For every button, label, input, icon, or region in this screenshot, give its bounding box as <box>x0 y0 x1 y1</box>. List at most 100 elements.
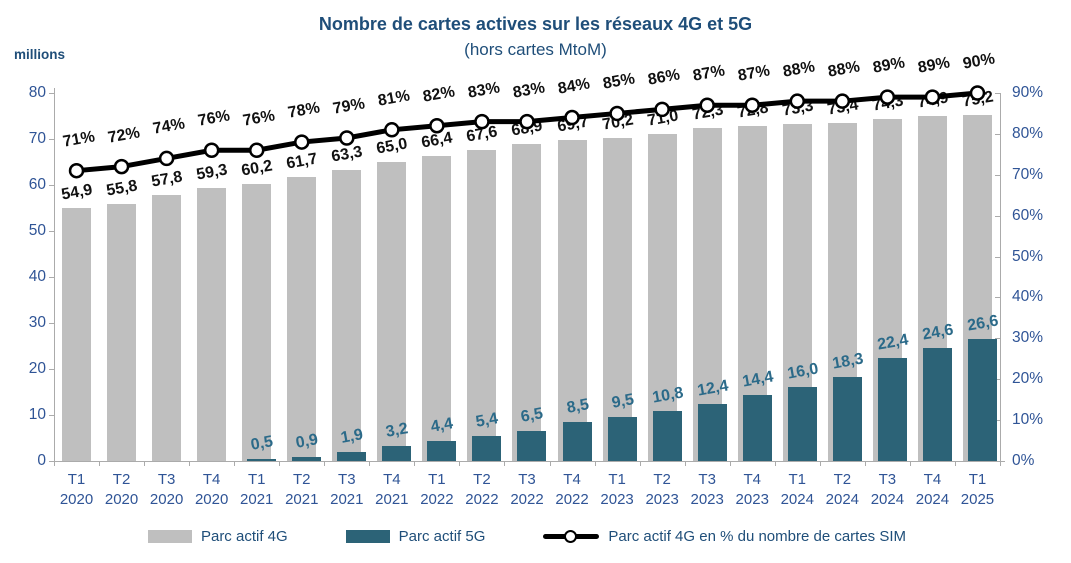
left-axis-tick <box>49 93 54 94</box>
right-axis-tick <box>995 93 1000 94</box>
line-marker <box>654 101 670 118</box>
right-axis-tick <box>995 174 1000 176</box>
line-marker <box>68 162 85 179</box>
right-axis-tick <box>995 256 1000 258</box>
line-marker <box>158 150 175 167</box>
x-axis-tick <box>684 461 686 466</box>
x-tick-label: T2 2022 <box>465 471 499 508</box>
x-tick-label: T1 2025 <box>960 471 995 508</box>
y-tick-label-left: 80 <box>28 84 46 101</box>
x-axis-tick <box>1000 461 1001 466</box>
right-axis-tick <box>995 297 1000 299</box>
y-tick-label-right: 60% <box>1012 206 1044 224</box>
x-axis-tick <box>324 461 326 466</box>
line-marker <box>429 117 445 134</box>
bar-5g <box>922 347 952 461</box>
x-axis-tick <box>279 461 281 466</box>
x-axis-tick <box>144 461 146 466</box>
bar-4g <box>152 195 182 461</box>
left-axis-tick <box>49 277 54 278</box>
line-marker <box>879 89 896 105</box>
left-axis-tick <box>49 323 54 324</box>
x-axis-tick <box>954 461 956 466</box>
bar-4g <box>242 184 272 461</box>
left-axis-line <box>54 88 55 462</box>
x-axis-tick <box>549 461 551 466</box>
right-axis-tick <box>995 338 1000 340</box>
x-axis-tick <box>369 461 371 466</box>
line-marker <box>564 109 580 126</box>
x-tick-label: T1 2020 <box>59 471 94 508</box>
line-marker <box>113 158 130 175</box>
y-tick-label-left: 50 <box>28 222 46 239</box>
legend-label-4g: Parc actif 4G <box>200 528 288 545</box>
x-tick-label: T2 2021 <box>285 471 319 508</box>
x-axis-tick <box>864 461 866 466</box>
bar-4g <box>422 155 452 461</box>
x-axis-tick <box>189 461 191 466</box>
x-tick-label: T3 2022 <box>510 471 544 508</box>
line-marker <box>519 113 535 130</box>
right-axis-line <box>1000 93 1001 462</box>
right-axis-tick <box>995 461 1000 462</box>
line-marker <box>744 97 760 114</box>
left-axis-tick <box>49 369 54 370</box>
y-tick-label-left: 60 <box>28 176 46 193</box>
chart-subtitle: (hors cartes MtoM) <box>464 40 607 59</box>
x-tick-label: T4 2024 <box>915 471 950 508</box>
bar-5g <box>697 403 727 461</box>
line-marker <box>248 142 265 158</box>
legend-label-pct: Parc actif 4G en % du nombre de cartes S… <box>608 528 907 545</box>
x-axis-tick <box>594 461 596 466</box>
bar-4g <box>647 134 677 461</box>
x-axis-tick <box>909 461 911 466</box>
left-axis-tick <box>49 139 54 140</box>
bar-5g <box>292 456 322 461</box>
x-tick-label: T4 2020 <box>194 471 229 508</box>
y-tick-label-left: 20 <box>28 360 46 377</box>
x-tick-label: T3 2020 <box>149 471 184 508</box>
x-tick-label: T1 2023 <box>600 471 634 508</box>
x-tick-label: T4 2023 <box>735 471 769 508</box>
y-tick-label-right: 70% <box>1012 165 1044 183</box>
x-tick-label: T3 2024 <box>870 471 905 508</box>
y-tick-label-right: 10% <box>1012 411 1044 429</box>
bar-4g <box>512 144 542 461</box>
bar-4g <box>107 204 137 461</box>
bar-5g <box>607 417 637 461</box>
bar-5g <box>787 387 817 461</box>
line-marker <box>294 134 310 150</box>
left-axis-tick <box>49 461 54 462</box>
x-axis-tick <box>99 461 101 466</box>
line-marker <box>609 105 625 122</box>
line-marker <box>699 97 715 114</box>
left-axis-tick <box>49 231 54 232</box>
bar-4g <box>62 208 91 461</box>
bar-5g <box>427 440 457 461</box>
y-tick-label-right: 80% <box>1012 124 1044 142</box>
bar-5g <box>247 458 277 461</box>
y-tick-label-right: 0% <box>1012 452 1035 469</box>
bar-5g <box>742 394 772 461</box>
legend: Parc actif 4G Parc actif 5G Parc actif 4… <box>54 528 1000 545</box>
bar-5g <box>967 338 997 461</box>
x-axis-tick <box>459 461 461 466</box>
x-axis-tick <box>639 461 641 466</box>
left-axis-tick <box>49 415 54 416</box>
line-marker <box>203 142 220 158</box>
y-tick-label-right: 40% <box>1012 288 1044 306</box>
line-marker <box>924 89 941 105</box>
y-tick-label-left: 30 <box>28 314 46 331</box>
legend-item-4g: Parc actif 4G <box>147 528 288 545</box>
x-axis-tick <box>54 461 55 466</box>
bar-5g <box>652 411 682 461</box>
bar-5g <box>832 376 862 461</box>
x-tick-label: T3 2023 <box>690 471 724 508</box>
legend-label-5g: Parc actif 5G <box>398 528 486 545</box>
legend-item-5g: Parc actif 5G <box>345 528 486 545</box>
left-axis-tick <box>49 185 54 186</box>
x-tick-label: T2 2024 <box>825 471 860 508</box>
